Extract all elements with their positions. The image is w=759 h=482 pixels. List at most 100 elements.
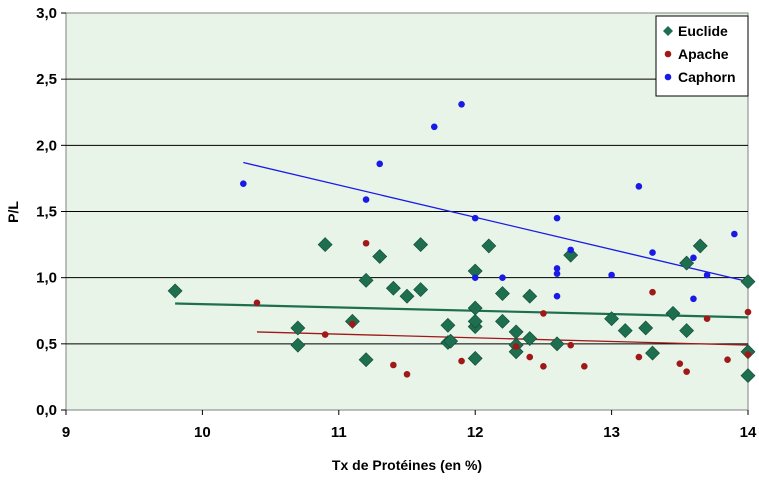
point-euclide bbox=[522, 288, 538, 304]
x-tick-label: 9 bbox=[62, 424, 70, 441]
trendlines bbox=[175, 161, 749, 346]
point-caphorn bbox=[608, 271, 615, 279]
point-apache bbox=[512, 343, 520, 350]
point-apache bbox=[540, 310, 547, 317]
point-apache bbox=[403, 370, 411, 378]
point-apache bbox=[744, 351, 752, 358]
point-euclide bbox=[317, 237, 333, 253]
legend-label-apache: Apache bbox=[678, 46, 729, 62]
trendline-caphorn bbox=[243, 161, 749, 283]
legend-marker-euclide bbox=[663, 26, 673, 36]
point-euclide bbox=[604, 311, 620, 327]
y-axis-title: P/L bbox=[5, 201, 21, 223]
y-tick-label: 3,0 bbox=[36, 5, 57, 22]
data-points bbox=[167, 101, 756, 384]
point-euclide bbox=[440, 317, 456, 333]
point-caphorn bbox=[240, 180, 247, 188]
x-tick-label: 13 bbox=[603, 424, 620, 441]
point-euclide bbox=[617, 323, 633, 339]
point-apache bbox=[724, 356, 731, 364]
point-caphorn bbox=[499, 274, 506, 281]
point-caphorn bbox=[690, 295, 697, 303]
point-apache bbox=[349, 320, 356, 328]
legend: Euclide Apache Caphorn bbox=[655, 15, 749, 97]
point-euclide bbox=[481, 238, 497, 254]
trendline-apache bbox=[256, 331, 749, 346]
y-tick-label: 0,5 bbox=[36, 336, 57, 353]
point-apache bbox=[458, 357, 465, 365]
point-apache bbox=[526, 353, 534, 361]
point-apache bbox=[703, 315, 711, 322]
point-euclide bbox=[385, 280, 401, 296]
point-caphorn bbox=[376, 160, 384, 168]
legend-marker-caphorn bbox=[664, 73, 672, 81]
point-euclide bbox=[495, 313, 510, 329]
y-tick-label: 0,0 bbox=[36, 402, 57, 419]
point-apache bbox=[253, 299, 261, 307]
trendline-euclide bbox=[175, 302, 749, 319]
y-tick-label: 2,0 bbox=[36, 137, 57, 154]
point-apache bbox=[567, 341, 574, 349]
point-caphorn bbox=[649, 249, 656, 256]
point-caphorn bbox=[635, 183, 643, 190]
point-euclide bbox=[679, 255, 695, 271]
point-euclide bbox=[692, 238, 708, 254]
point-caphorn bbox=[690, 254, 697, 262]
point-caphorn bbox=[553, 265, 561, 272]
point-euclide bbox=[645, 345, 660, 361]
point-euclide bbox=[413, 282, 429, 298]
point-euclide bbox=[413, 237, 429, 253]
point-caphorn bbox=[471, 214, 479, 222]
point-euclide bbox=[358, 352, 374, 368]
point-caphorn bbox=[471, 274, 479, 281]
x-tick-label: 10 bbox=[194, 424, 211, 441]
point-apache bbox=[321, 331, 329, 338]
point-euclide bbox=[508, 344, 524, 360]
x-tick-label: 14 bbox=[740, 424, 757, 441]
point-caphorn bbox=[553, 292, 561, 300]
point-apache bbox=[362, 239, 370, 247]
point-apache bbox=[683, 368, 690, 375]
x-tick-label: 11 bbox=[331, 424, 347, 441]
point-euclide bbox=[740, 274, 756, 290]
y-tick-label: 1,0 bbox=[36, 270, 57, 287]
point-euclide bbox=[290, 337, 306, 353]
point-apache bbox=[744, 308, 752, 316]
point-apache bbox=[581, 363, 588, 370]
point-euclide bbox=[638, 320, 654, 336]
y-tick-label: 1,5 bbox=[36, 204, 57, 221]
point-euclide bbox=[372, 249, 388, 264]
point-caphorn bbox=[703, 271, 711, 279]
axis-ticks: 0,0 0,5 1,0 1,5 2,0 2,5 3,0 9 10 11 12 13 14 bbox=[36, 5, 757, 441]
point-euclide bbox=[358, 272, 374, 288]
point-euclide bbox=[167, 283, 183, 299]
point-euclide bbox=[467, 350, 483, 366]
gridlines bbox=[66, 78, 748, 345]
point-euclide bbox=[399, 288, 415, 304]
point-apache bbox=[540, 363, 547, 370]
legend-label-euclide: Euclide bbox=[678, 23, 728, 39]
point-caphorn bbox=[430, 123, 438, 131]
point-apache bbox=[649, 288, 656, 296]
point-caphorn bbox=[731, 230, 738, 238]
point-apache bbox=[390, 361, 397, 369]
point-apache bbox=[635, 353, 643, 361]
point-euclide bbox=[679, 323, 695, 339]
y-tick-label: 2,5 bbox=[36, 71, 57, 88]
point-euclide bbox=[522, 331, 538, 346]
x-tick-label: 12 bbox=[467, 424, 484, 441]
legend-marker-apache bbox=[664, 50, 672, 58]
point-apache bbox=[676, 360, 684, 367]
point-euclide bbox=[665, 305, 681, 321]
point-euclide bbox=[495, 286, 510, 301]
point-caphorn bbox=[567, 246, 574, 254]
point-caphorn bbox=[362, 196, 370, 203]
point-euclide bbox=[443, 333, 459, 349]
point-euclide bbox=[740, 368, 756, 384]
x-axis-title: Tx de Protéines (en %) bbox=[332, 457, 482, 473]
legend-label-caphorn: Caphorn bbox=[678, 69, 736, 85]
point-euclide bbox=[549, 336, 565, 352]
point-euclide bbox=[290, 320, 306, 336]
point-euclide bbox=[467, 313, 483, 329]
